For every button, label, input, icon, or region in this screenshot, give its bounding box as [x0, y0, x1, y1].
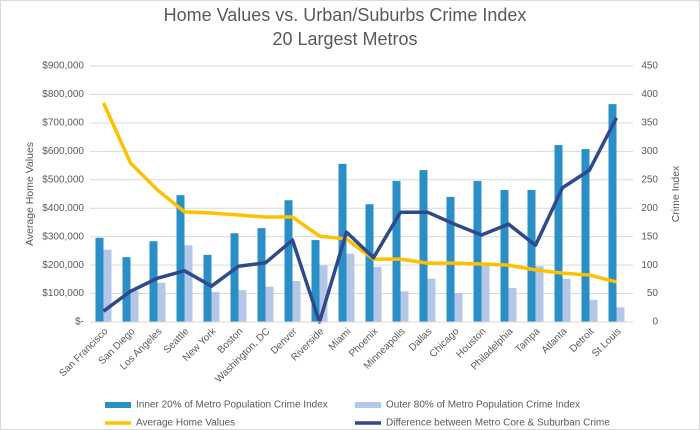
- y-tick-label: $900,000: [42, 61, 84, 72]
- bar: [581, 149, 590, 322]
- y2-tick-label: 300: [641, 146, 658, 157]
- bar: [95, 237, 104, 322]
- bar: [454, 292, 463, 322]
- bar: [427, 278, 436, 322]
- chart-subtitle: 20 Largest Metros: [272, 29, 417, 49]
- y2-tick-label: 400: [641, 89, 658, 100]
- y-tick-label: $600,000: [42, 146, 84, 157]
- y2-tick-label: 100: [641, 260, 658, 271]
- bar: [176, 195, 185, 322]
- legend-label: Inner 20% of Metro Population Crime Inde…: [136, 400, 328, 411]
- legend-swatch: [355, 402, 381, 408]
- bar: [257, 228, 266, 322]
- bar: [211, 291, 220, 322]
- bar: [446, 196, 455, 322]
- bar: [311, 240, 320, 322]
- bar: [157, 282, 166, 322]
- bar: [238, 290, 247, 322]
- y-tick-label: $-: [75, 317, 84, 328]
- y2-tick-label: 450: [641, 61, 658, 72]
- bar: [616, 307, 625, 322]
- bar: [481, 265, 490, 322]
- y2-tick-label: 350: [641, 118, 658, 129]
- bar: [608, 104, 617, 322]
- bar: [230, 233, 239, 322]
- bar: [130, 290, 139, 322]
- y-tick-label: $100,000: [42, 288, 84, 299]
- y-axis-title: Average Home Values: [24, 142, 36, 246]
- y-tick-label: $700,000: [42, 118, 84, 129]
- bar: [554, 145, 563, 322]
- line: [101, 102, 617, 284]
- bar: [400, 291, 409, 322]
- bar: [346, 253, 355, 322]
- bar: [184, 245, 193, 322]
- bar: [527, 190, 536, 322]
- y2-tick-label: 250: [641, 174, 658, 185]
- bar: [292, 281, 301, 322]
- y2-tick-label: 200: [641, 203, 658, 214]
- bar: [203, 254, 212, 322]
- bar: [365, 204, 374, 322]
- bar: [508, 287, 517, 322]
- bar: [284, 200, 293, 322]
- legend-swatch: [105, 402, 131, 408]
- y-tick-label: $800,000: [42, 89, 84, 100]
- y2-tick-label: 50: [647, 288, 659, 299]
- legend-label: Outer 80% of Metro Population Crime Inde…: [386, 400, 580, 411]
- bar: [473, 180, 482, 322]
- legend-label: Difference between Metro Core & Suburban…: [386, 418, 610, 429]
- bar: [122, 257, 131, 322]
- bar: [535, 266, 544, 322]
- y2-tick-label: 0: [652, 317, 658, 328]
- y-tick-label: $300,000: [42, 231, 84, 242]
- y-tick-label: $400,000: [42, 203, 84, 214]
- bar: [103, 249, 112, 322]
- bar: [589, 299, 598, 322]
- chart-title: Home Values vs. Urban/Suburbs Crime Inde…: [164, 5, 527, 25]
- y-tick-label: $500,000: [42, 174, 84, 185]
- y2-tick-label: 150: [641, 231, 658, 242]
- bar: [373, 266, 382, 322]
- y-tick-label: $200,000: [42, 260, 84, 271]
- y2-axis-title: Crime Index: [670, 165, 682, 222]
- bar: [392, 180, 401, 322]
- line: [102, 116, 619, 324]
- bar: [500, 190, 509, 322]
- bar: [265, 286, 274, 322]
- legend-label: Average Home Values: [136, 418, 235, 429]
- bar: [319, 265, 328, 322]
- bar: [562, 278, 571, 322]
- bar: [419, 170, 428, 322]
